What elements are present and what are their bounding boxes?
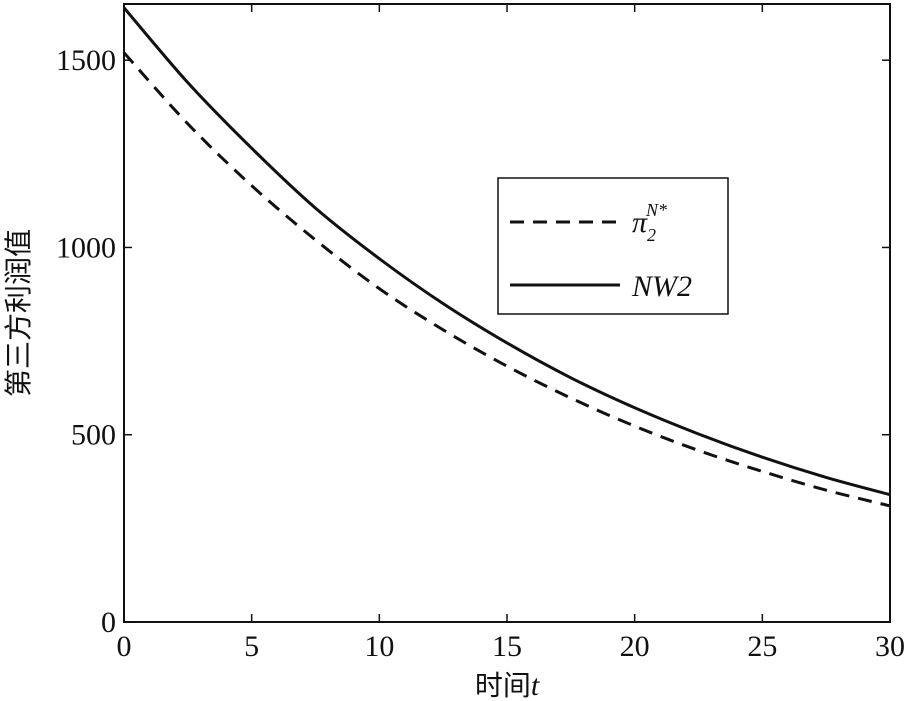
legend: π2N* NW2 (497, 177, 729, 315)
series-line-1 (122, 51, 891, 508)
series-layer (122, 6, 891, 508)
axis-ticks: 0 5 10 15 20 25 30 0 500 1000 1500 (56, 4, 905, 663)
y-axis-label: 第三方利润值 (2, 229, 35, 397)
x-tick-label: 10 (364, 630, 394, 663)
x-tick-label: 0 (117, 630, 132, 663)
y-tick-label: 0 (101, 606, 116, 639)
series-line-2 (122, 6, 891, 497)
x-axis-label-var: t (531, 669, 540, 701)
x-tick-label: 25 (747, 630, 777, 663)
y-tick-label: 1000 (56, 231, 116, 264)
x-tick-label: 30 (875, 630, 905, 663)
x-tick-label: 5 (244, 630, 259, 663)
legend-label-series-1: π2N* (632, 200, 667, 245)
x-axis-label-text: 时间 (475, 669, 531, 701)
legend-box (497, 177, 729, 315)
y-tick-label: 500 (71, 419, 116, 452)
legend-sub-series-1: 2 (647, 225, 656, 245)
legend-label-series-2: NW2 (631, 270, 692, 303)
legend-sup-series-1: N* (645, 200, 667, 220)
x-tick-label: 20 (620, 630, 650, 663)
x-axis-label: 时间t (475, 669, 540, 701)
y-tick-label: 1500 (56, 44, 116, 77)
x-tick-label: 15 (492, 630, 522, 663)
